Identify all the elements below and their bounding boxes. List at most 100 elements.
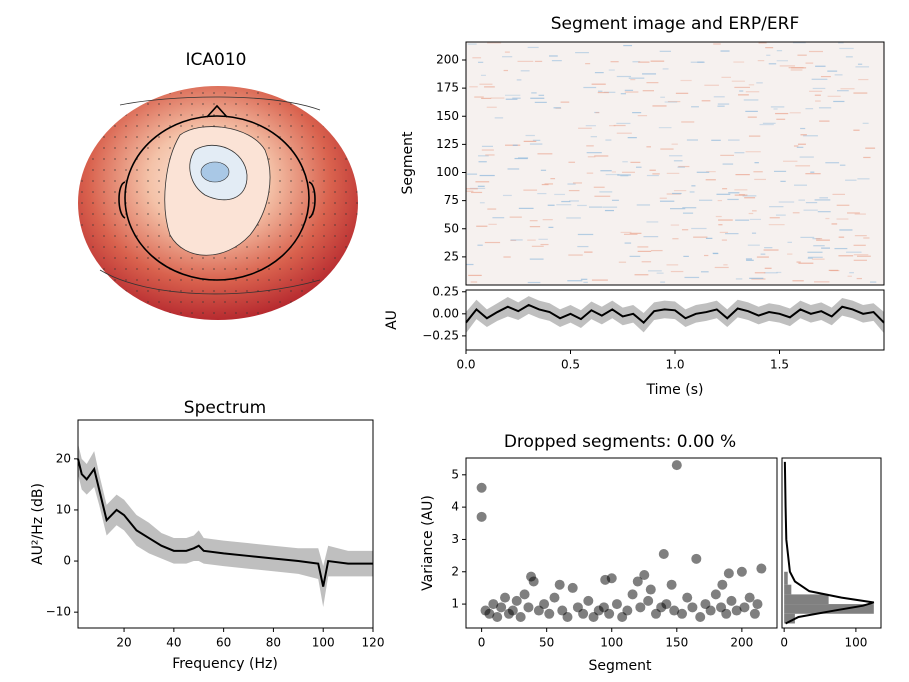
image-texture: [534, 60, 543, 63]
image-texture: [505, 98, 518, 100]
image-texture: [811, 78, 828, 80]
image-texture: [840, 88, 855, 90]
mean-line: [465, 303, 885, 325]
image-texture: [620, 175, 629, 177]
image-texture: [773, 170, 787, 172]
y-tick-label: 100: [436, 165, 459, 179]
image-texture: [854, 213, 866, 215]
image-texture: [691, 185, 696, 187]
image-texture: [618, 261, 627, 263]
image-texture: [509, 216, 522, 218]
image-texture: [799, 156, 814, 158]
y-tick-label: −0.25: [422, 328, 459, 342]
image-texture: [659, 197, 667, 199]
image-texture: [540, 169, 547, 171]
image-texture: [678, 165, 690, 168]
image-texture: [477, 185, 485, 187]
image-texture: [706, 171, 716, 173]
x-tick-label: 0: [780, 636, 788, 650]
image-texture: [637, 115, 648, 117]
x-tick-label: 40: [166, 636, 181, 650]
hist-bar: [784, 604, 874, 614]
y-axis-label: Variance (AU): [420, 495, 436, 591]
image-texture: [787, 253, 793, 255]
point: [578, 608, 589, 619]
image-texture: [517, 157, 529, 159]
image-texture: [800, 134, 807, 136]
image-texture: [815, 100, 821, 102]
image-texture: [857, 63, 863, 65]
image-texture: [553, 107, 561, 109]
image-texture: [627, 137, 637, 139]
image-texture: [775, 112, 789, 115]
image-texture: [529, 220, 538, 222]
image-texture: [764, 267, 772, 269]
point: [635, 602, 646, 613]
point: [606, 573, 617, 584]
image-texture: [479, 174, 495, 177]
image-texture: [623, 233, 638, 235]
image-texture: [616, 132, 632, 134]
image-texture: [642, 73, 657, 75]
image-texture: [547, 204, 555, 206]
image-texture: [572, 182, 583, 184]
image-texture: [662, 68, 669, 70]
image-texture: [502, 194, 512, 197]
image-texture: [605, 173, 620, 176]
image-texture: [664, 101, 678, 103]
y-axis-label: AU²/Hz (dB): [30, 483, 46, 565]
image-texture: [681, 121, 695, 123]
image-texture: [715, 215, 722, 218]
image-texture: [622, 161, 628, 163]
image-texture: [609, 125, 616, 127]
point: [739, 602, 750, 613]
image-texture: [583, 281, 588, 283]
image-texture: [585, 63, 591, 65]
image-texture: [838, 255, 854, 257]
image-texture: [507, 168, 520, 170]
image-texture: [659, 200, 675, 202]
image-texture: [846, 251, 862, 253]
point: [562, 612, 573, 623]
image-texture: [765, 47, 774, 49]
image-texture: [721, 239, 727, 241]
image-texture: [646, 146, 652, 148]
image-texture: [476, 225, 488, 227]
contour: [200, 161, 230, 183]
image-texture: [853, 259, 867, 261]
image-texture: [764, 247, 773, 249]
point: [695, 612, 706, 623]
image-texture: [727, 198, 739, 201]
point: [611, 599, 622, 610]
image-texture: [818, 107, 832, 109]
image-texture: [605, 139, 612, 141]
point: [691, 553, 702, 564]
image-texture: [762, 122, 776, 124]
image-texture: [658, 127, 672, 129]
point: [645, 584, 656, 595]
image-texture: [839, 47, 854, 50]
image-texture: [568, 254, 583, 256]
image-texture: [717, 199, 723, 202]
image-texture: [714, 266, 729, 269]
image-texture: [776, 271, 782, 274]
image-texture: [529, 258, 544, 260]
image-texture: [839, 229, 853, 231]
image-texture: [673, 190, 687, 192]
image-texture: [769, 206, 784, 208]
y-tick-label: 0: [63, 554, 71, 568]
image-texture: [490, 97, 505, 99]
x-tick-label: 0.5: [561, 358, 580, 372]
point: [500, 592, 511, 603]
x-axis-label: Frequency (Hz): [172, 656, 278, 672]
image-texture: [594, 155, 609, 157]
image-texture: [650, 60, 665, 62]
point: [731, 605, 742, 616]
image-texture: [734, 86, 750, 89]
image-texture: [624, 91, 639, 93]
image-texture: [646, 221, 659, 223]
image-texture: [666, 264, 679, 266]
image-texture: [754, 178, 766, 181]
image-texture: [594, 72, 604, 74]
image-texture: [584, 251, 593, 253]
